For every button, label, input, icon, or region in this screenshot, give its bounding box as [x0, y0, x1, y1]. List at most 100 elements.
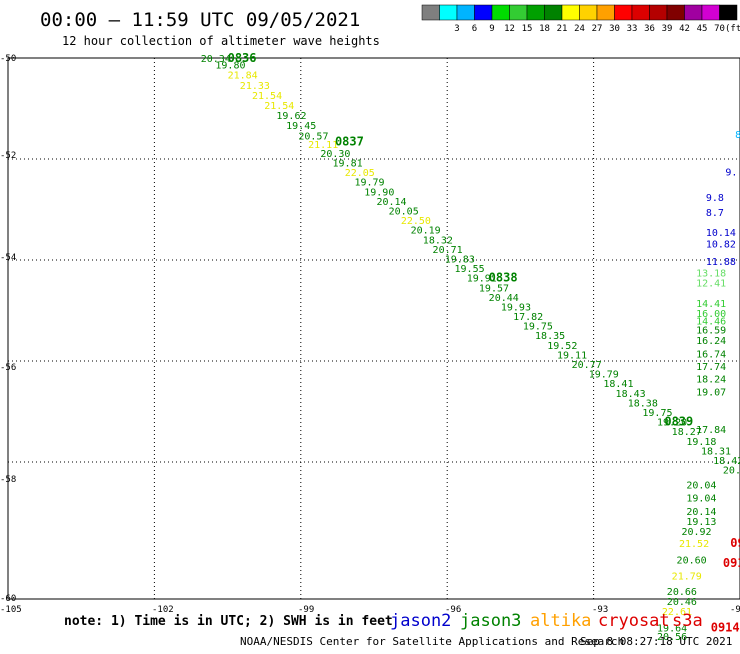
wave-height-value: 20.19 [411, 226, 441, 237]
legend-tick-label: 42 [679, 24, 690, 34]
wave-height-value: 19.62 [276, 111, 306, 122]
wave-height-value: 20.71 [433, 245, 463, 256]
wave-height-observations: 20.3419.8021.8421.3321.5421.5419.6219.45… [201, 54, 740, 643]
legend-swatch [719, 4, 738, 21]
wave-height-value: 18.32 [423, 235, 453, 246]
pass-time-label: 0836 [228, 51, 257, 65]
wave-height-value: 19.91 [467, 274, 497, 285]
wave-height-value: 19.55 [455, 264, 485, 275]
pass-time-label: 0914 [711, 621, 740, 635]
wave-height-value: 21.52 [679, 539, 709, 550]
legend-swatch [509, 4, 528, 21]
legend-swatch [439, 4, 458, 21]
footer-note: note: 1) Time is in UTC; 2) SWH is in fe… [64, 614, 393, 629]
legend-swatch [456, 4, 475, 21]
wave-height-value: 19.20 [657, 418, 687, 429]
wave-height-value: 13.18 [696, 269, 726, 280]
wave-height-value: 8 [735, 130, 740, 141]
latitude-label: -50 [0, 54, 16, 64]
wave-height-value: 18.35 [535, 331, 565, 342]
wave-height-value: 19.57 [479, 283, 509, 294]
latitude-label: -56 [0, 363, 16, 373]
wave-height-value: 12.41 [696, 279, 726, 290]
satellite-name: cryosat [598, 611, 670, 631]
wave-height-value: 18.41 [603, 379, 633, 390]
pass-time-labels: 0836083708380839091409140914009 [228, 51, 740, 635]
wave-height-value: 19.52 [547, 341, 577, 352]
wave-height-value: 19.04 [686, 493, 716, 504]
wave-height-value: 18.24 [696, 375, 726, 386]
wave-height-value: 19.90 [364, 187, 394, 198]
wave-height-value: 19.07 [696, 387, 726, 398]
legend-tick-label: 24 [574, 24, 585, 34]
legend-swatch [631, 4, 650, 21]
wave-height-value: 18.27 [672, 427, 702, 438]
pass-time-label: 0837 [335, 134, 364, 148]
map-title: 00:00 – 11:59 UTC 09/05/2021 [40, 9, 360, 31]
longitude-label: -102 [152, 605, 174, 615]
satellite-name: jason3 [460, 611, 521, 631]
pass-time-label: 0838 [489, 271, 518, 285]
legend-swatch [666, 4, 685, 21]
legend-swatch [649, 4, 668, 21]
wave-height-value: 22.61 [662, 607, 692, 618]
legend-tick-label: 70 [714, 24, 725, 34]
wave-height-value: 20.04 [686, 481, 716, 492]
wave-height-value: 19.80 [215, 61, 245, 72]
legend-tick-label: 39 [662, 24, 673, 34]
axis-labels: -50 -52 -54 -56 -58 -60-105 -102 -99 -96 -93 -90 [0, 54, 740, 615]
wave-height-value: 20.77 [572, 360, 602, 371]
wave-height-value: 11.88 [706, 257, 736, 268]
wave-height-value: 21.79 [672, 572, 702, 583]
map-frame [7, 57, 740, 600]
longitude-label: -105 [0, 605, 22, 615]
wave-height-value: 19.81 [333, 159, 363, 170]
wave-height-value: 17.82 [513, 312, 543, 323]
lat-lon-grid [8, 58, 740, 599]
legend-tick-label: 3 [454, 24, 459, 34]
wave-height-value: 14.46 [696, 317, 726, 328]
pass-time-label: 0839 [664, 415, 693, 429]
legend-tick-label: 18 [539, 24, 550, 34]
wave-height-value: 17.74 [696, 362, 726, 373]
legend-tick-label: 9 [489, 24, 494, 34]
wave-height-value: 19.13 [686, 517, 716, 528]
wave-height-value: 16.24 [696, 336, 726, 347]
legend-unit: (ft) [725, 24, 740, 34]
satellite-name: altika [530, 611, 591, 631]
wave-height-value: 18.43 [616, 389, 646, 400]
wave-height-value: 18.31 [701, 446, 731, 457]
legend-swatch [526, 4, 545, 21]
wave-height-value: 20.05 [389, 207, 419, 218]
wave-height-value: 22.50 [401, 216, 431, 227]
legend-tick-label: 36 [644, 24, 655, 34]
legend-tick-label: 30 [609, 24, 620, 34]
legend-tick-label: 45 [697, 24, 708, 34]
wave-height-value: 9. [725, 168, 737, 179]
wave-height-value: 21.33 [240, 81, 270, 92]
wave-height-value: 19.83 [445, 254, 475, 265]
wave-height-value: 21.54 [264, 101, 294, 112]
wave-height-value: 20.14 [686, 507, 716, 518]
wave-height-value: 10.14 [706, 228, 736, 239]
legend-swatch [684, 4, 703, 21]
pass-time-label: 0914 [723, 556, 740, 570]
wave-height-value: 14.41 [696, 299, 726, 310]
wave-height-value: 20.34 [201, 54, 231, 65]
legend-tick-label: 27 [592, 24, 603, 34]
longitude-label: -93 [592, 605, 608, 615]
wave-height-value: 20.57 [298, 131, 328, 142]
legend-tick-label: 15 [522, 24, 533, 34]
satellite-key: jason2 jason3 altika cryosat s3a [390, 611, 703, 631]
wave-height-value: 19.79 [354, 178, 384, 189]
latitude-label: -54 [0, 253, 16, 263]
legend-swatch [614, 4, 633, 21]
wave-height-value: 16.74 [696, 349, 726, 360]
footer-timestamp: Sep 8 08:27:18 UTC 2021 [580, 635, 732, 648]
footer-credit: NOAA/NESDIS Center for Satellite Applica… [240, 635, 624, 648]
wave-height-value: 20.46 [667, 597, 697, 608]
wave-height-value: 20.13 [723, 466, 740, 477]
legend-swatch [561, 4, 580, 21]
